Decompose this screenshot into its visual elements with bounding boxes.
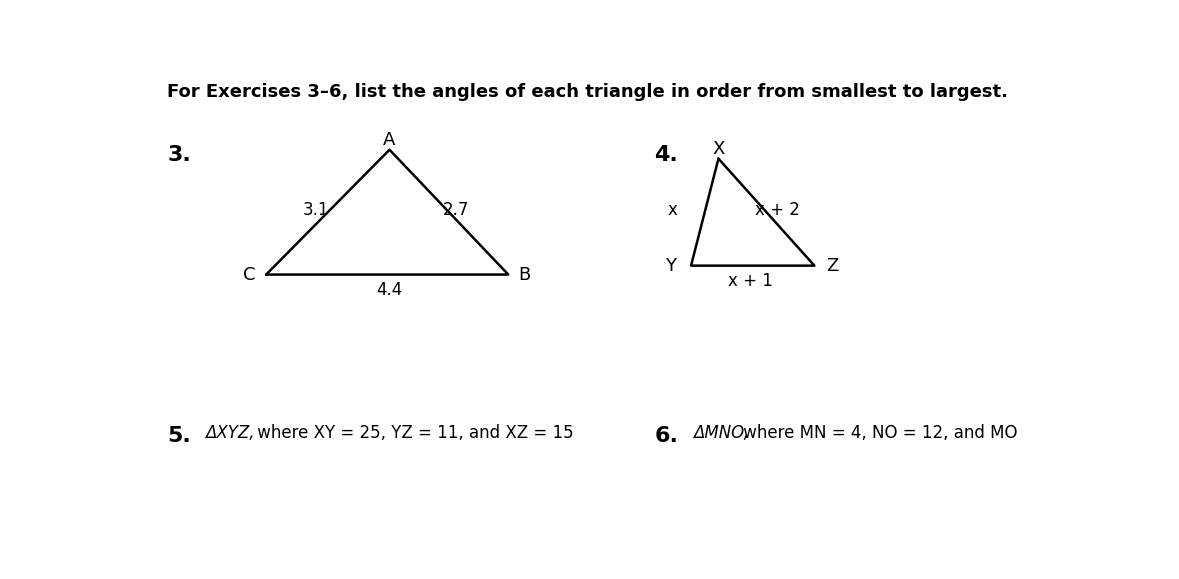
Text: 2.7: 2.7 — [443, 201, 469, 219]
Text: C: C — [243, 266, 256, 284]
Text: Z: Z — [826, 256, 838, 274]
Text: 6.: 6. — [654, 426, 678, 446]
Text: where XY = 25, YZ = 11, and XZ = 15: where XY = 25, YZ = 11, and XZ = 15 — [252, 424, 574, 442]
Text: B: B — [519, 266, 531, 284]
Text: 4.: 4. — [654, 145, 678, 165]
Text: 4.4: 4.4 — [376, 281, 403, 299]
Text: x + 2: x + 2 — [756, 201, 801, 219]
Text: x + 1: x + 1 — [727, 272, 773, 290]
Text: ΔMNO,: ΔMNO, — [693, 424, 749, 442]
Text: 3.1: 3.1 — [303, 201, 330, 219]
Text: x: x — [667, 201, 678, 219]
Text: X: X — [712, 140, 725, 158]
Text: A: A — [383, 131, 396, 149]
Text: 3.: 3. — [167, 145, 191, 165]
Text: where MN = 4, NO = 12, and MO: where MN = 4, NO = 12, and MO — [738, 424, 1017, 442]
Text: For Exercises 3–6, list the angles of each triangle in order from smallest to la: For Exercises 3–6, list the angles of ea… — [167, 83, 1008, 101]
Text: ΔXYZ,: ΔXYZ, — [205, 424, 255, 442]
Text: Y: Y — [665, 256, 677, 274]
Text: 5.: 5. — [167, 426, 191, 446]
